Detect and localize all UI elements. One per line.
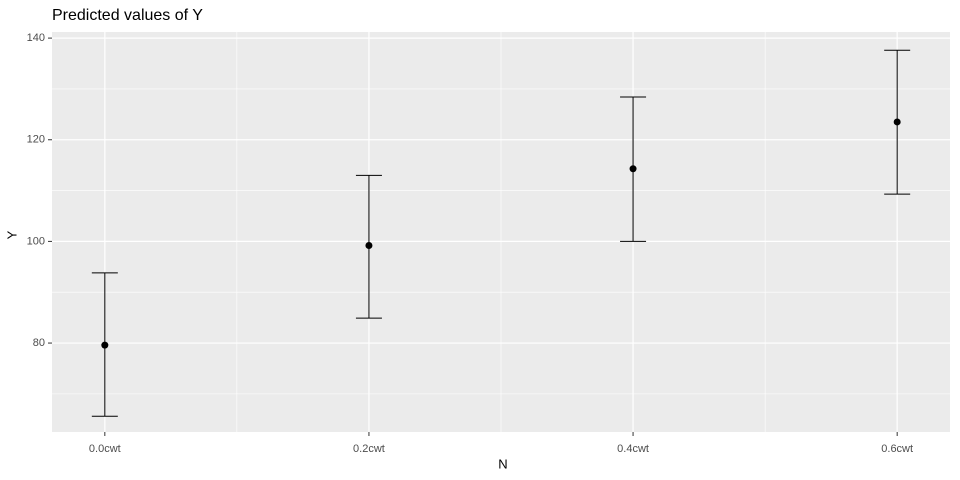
y-tick-label: 120	[27, 134, 45, 146]
x-tick-label: 0.4cwt	[617, 443, 649, 455]
y-tick-label: 100	[27, 235, 45, 247]
y-tick-label: 80	[33, 337, 45, 349]
chart-title: Predicted values of Y	[52, 7, 203, 24]
x-axis-label: N	[498, 456, 507, 471]
point	[893, 118, 901, 126]
y-tick-label: 140	[27, 32, 45, 44]
x-tick-label: 0.0cwt	[89, 443, 121, 455]
point	[629, 165, 637, 173]
x-tick-label: 0.2cwt	[353, 443, 385, 455]
point	[365, 241, 373, 249]
x-tick-label: 0.6cwt	[881, 443, 913, 455]
y-axis-label: Y	[4, 230, 19, 239]
point	[101, 341, 109, 349]
